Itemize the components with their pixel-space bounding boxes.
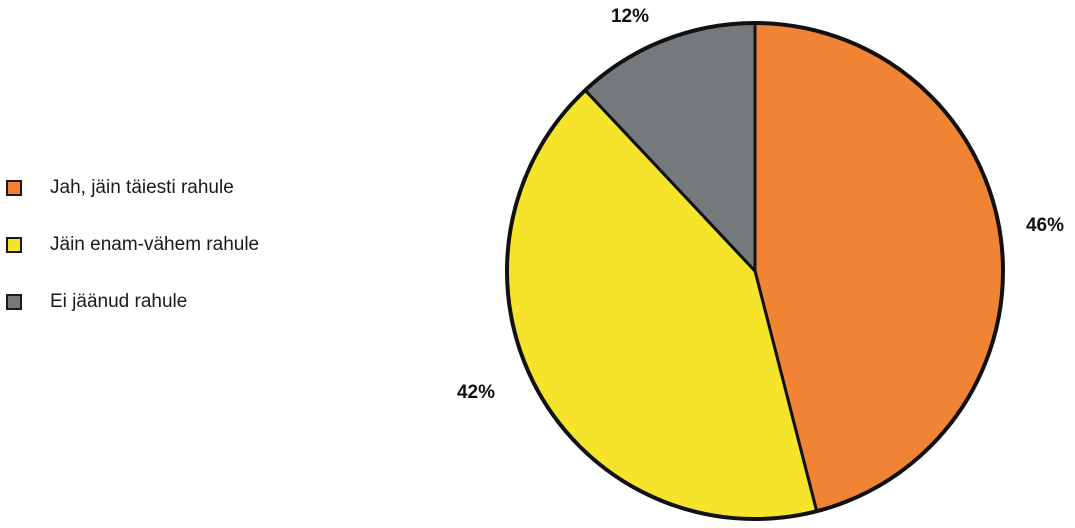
slice-value-label-somewhat-satisfied: 42% [457, 382, 495, 403]
legend-label-fully-satisfied: Jah, jäin täiesti rahule [50, 176, 234, 198]
legend-swatch-fully-satisfied [6, 179, 22, 196]
legend-label-not-satisfied: Ei jäänud rahule [50, 290, 188, 312]
legend-swatch-not-satisfied [6, 293, 22, 310]
legend-swatch-somewhat-satisfied [6, 236, 22, 253]
slice-value-label-fully-satisfied: 46% [1026, 215, 1064, 236]
legend-label-somewhat-satisfied: Jäin enam-vähem rahule [50, 233, 260, 255]
slice-value-label-not-satisfied: 12% [611, 6, 649, 27]
legend-item-not-satisfied: Ei jäänud rahule [6, 288, 259, 315]
chart-legend: Jah, jäin täiesti rahule Jäin enam-vähem… [6, 174, 259, 345]
pie-outline [505, 21, 1005, 521]
legend-item-fully-satisfied: Jah, jäin täiesti rahule [6, 174, 259, 201]
legend-item-somewhat-satisfied: Jäin enam-vähem rahule [6, 231, 259, 258]
